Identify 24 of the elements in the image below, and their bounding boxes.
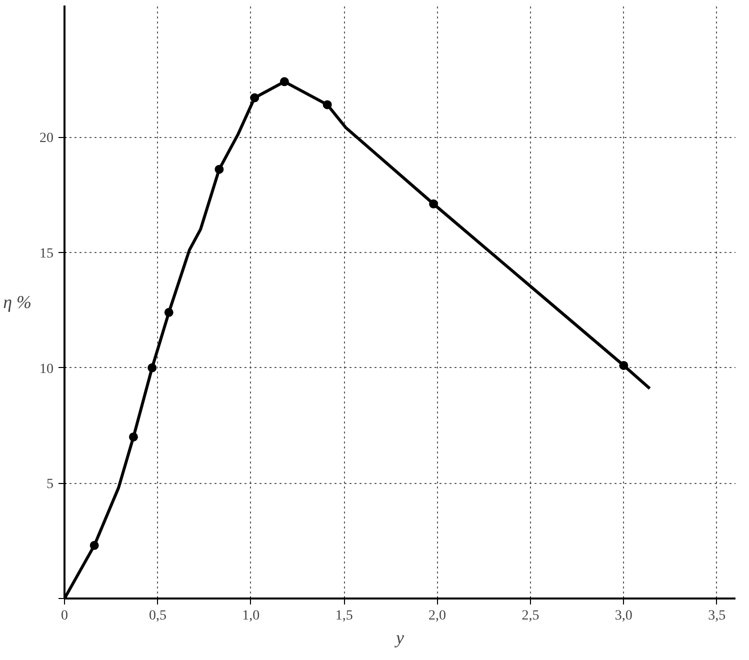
x-tick-label: 3,0: [614, 608, 632, 624]
y-tick-label: 20: [40, 131, 54, 146]
point: [164, 308, 174, 317]
y-tick-label: 5: [46, 477, 54, 492]
x-tick-label: 0: [61, 608, 68, 624]
x-tick-label: 2,5: [522, 608, 540, 624]
point: [90, 540, 99, 550]
point: [250, 93, 260, 102]
y-tick-label: 10: [40, 362, 54, 377]
point: [280, 77, 289, 86]
y-tick-label: 15: [40, 246, 54, 262]
x-tick-label: 1,5: [335, 608, 353, 624]
point: [429, 199, 438, 208]
point: [322, 100, 332, 110]
point: [128, 432, 138, 442]
point: [619, 360, 628, 370]
y-axis-title: η %: [3, 292, 32, 312]
point: [148, 363, 157, 372]
point: [214, 164, 224, 174]
x-tick-label: 1,0: [242, 608, 260, 624]
x-axis-title: y: [394, 628, 404, 648]
x-tick-label: 3,5: [708, 608, 726, 624]
x-tick-label: 0,5: [148, 608, 166, 624]
x-tick-label: 2,0: [428, 608, 446, 624]
